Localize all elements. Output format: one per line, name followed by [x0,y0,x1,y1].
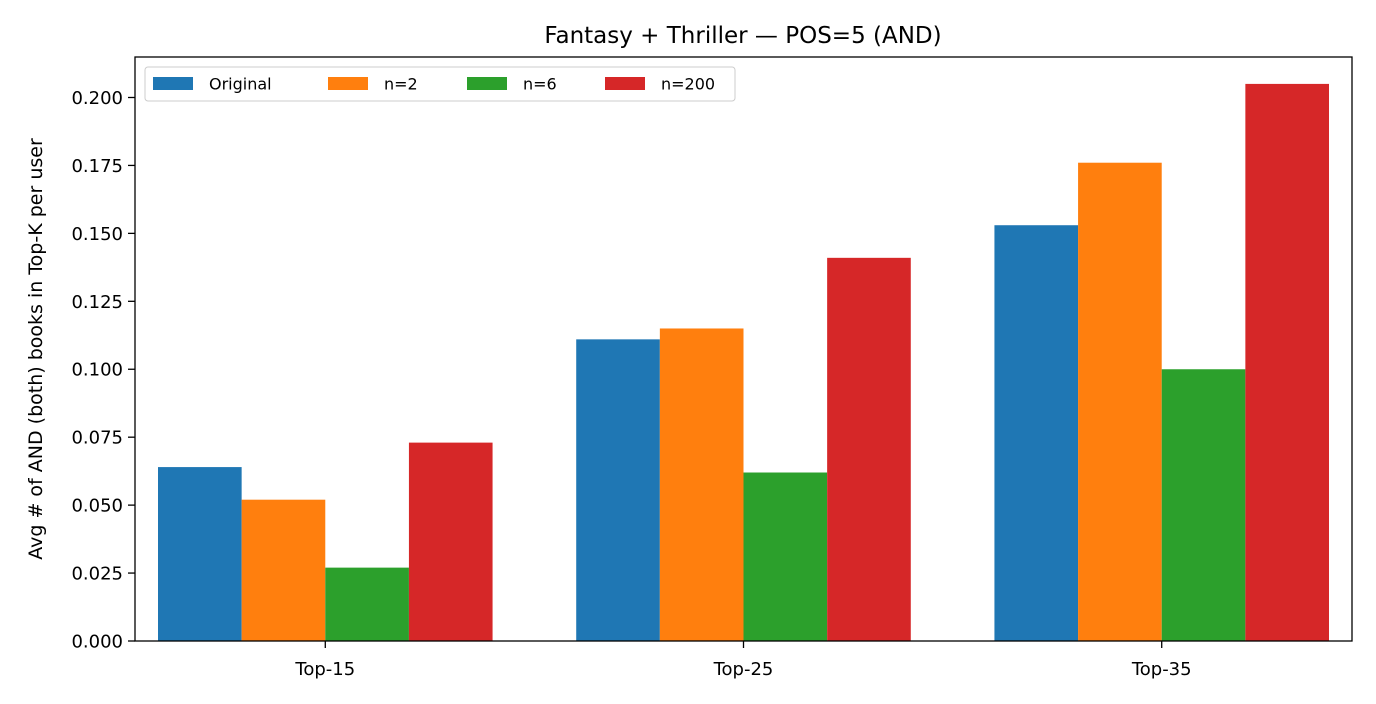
x-axis: Top-15 Top-25 Top-35 [294,641,1192,680]
y-tick-label: 0.200 [71,88,123,109]
legend-label: n=6 [523,75,557,94]
bar-n-200-top-25 [827,257,911,641]
chart-title: Fantasy + Thriller — POS=5 (AND) [544,23,941,49]
bar-original-top-25 [576,339,660,641]
y-tick-label: 0.050 [71,496,123,517]
bar-n-6-top-15 [325,567,409,641]
bar-n-2-top-15 [241,499,326,641]
legend: Original n=2 n=6 n=200 [144,66,736,102]
legend-swatch [328,77,368,90]
bar-n-200-top-35 [1245,83,1329,641]
y-axis: 0.000 0.025 0.050 0.075 0.100 0.125 0.150 0.175… [71,88,135,653]
bar-n-2-top-25 [659,328,744,641]
x-tick-label: Top-35 [1131,659,1192,680]
legend-label: n=200 [661,75,715,94]
legend-swatch [153,77,193,90]
legend-box [144,66,736,102]
bar-n-200-top-15 [408,442,493,641]
legend-swatch [605,77,645,90]
y-tick-label: 0.125 [71,292,123,313]
y-axis-label: Avg # of AND (both) books in Top-K per u… [25,138,47,560]
y-tick-label: 0.150 [71,224,123,245]
y-tick-label: 0.025 [71,564,123,585]
y-tick-label: 0.075 [71,428,123,449]
y-tick-label: 0.175 [71,156,123,177]
bar-n-6-top-25 [743,472,828,641]
bar-n-6-top-35 [1161,369,1246,641]
bar-n-2-top-35 [1078,162,1162,641]
x-tick-label: Top-15 [294,659,355,680]
bars-layer [158,83,1329,641]
legend-label: Original [209,75,272,94]
y-tick-label: 0.100 [71,360,123,381]
legend-label: n=2 [384,75,418,94]
plot-frame [134,56,1353,642]
x-tick-label: Top-25 [713,659,774,680]
legend-swatch [467,77,507,90]
bar-original-top-35 [994,225,1079,641]
y-tick-label: 0.000 [71,632,123,653]
bar-original-top-15 [158,467,242,641]
